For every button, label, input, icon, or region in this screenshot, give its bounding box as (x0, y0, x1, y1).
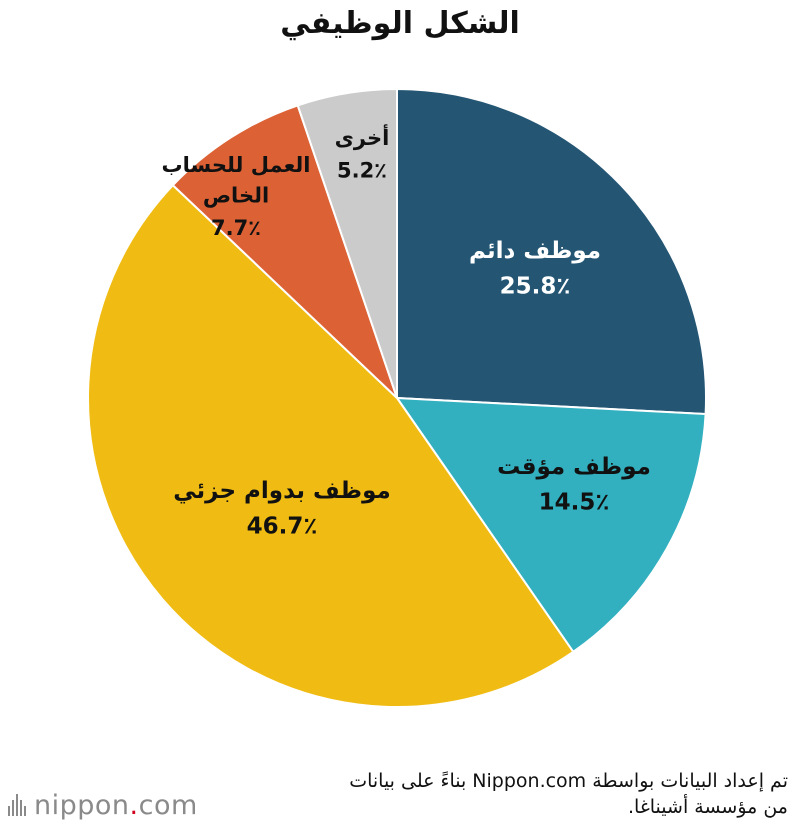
pie-chart: موظف دائم 25.8٪ موظف مؤقت 14.5٪ موظف بدوام ج… (86, 87, 707, 708)
pie-slice (296, 87, 398, 399)
pie-slice (396, 87, 707, 416)
slice-value: 7.7٪ (211, 216, 261, 240)
slice-value: 14.5٪ (539, 489, 610, 515)
logo-dot: . (129, 789, 139, 821)
slice-value: 5.2٪ (337, 158, 387, 182)
slice-value: 25.8٪ (500, 273, 571, 299)
slice-label: موظف دائم 25.8٪ (469, 238, 601, 299)
source-line-2: من مؤسسة أشيناغا. (628, 796, 788, 818)
source-line-1: تم إعداد البيانات بواسطة Nippon.com بناء… (349, 770, 788, 792)
slice-label-text: العمل للحساب (161, 153, 310, 177)
slice-label-text: موظف دائم (469, 238, 601, 264)
logo-suffix: com (138, 789, 198, 821)
slice-label-text: موظف بدوام جزئي (173, 478, 390, 504)
logo-name: nippon (34, 789, 130, 821)
slice-label-text: الخاص (203, 183, 269, 207)
logo-bars-icon (8, 794, 26, 816)
slice-label: العمل للحساب الخاص 7.7٪ (161, 153, 310, 240)
pie-labels: موظف دائم 25.8٪ موظف مؤقت 14.5٪ موظف بدوام ج… (161, 123, 650, 539)
slice-label-text: موظف مؤقت (497, 454, 651, 480)
slice-label: أخرى 5.2٪ (335, 123, 390, 182)
pie-slice (86, 183, 575, 708)
chart-title: الشكل الوظيفي (280, 6, 520, 41)
pie-slice (171, 104, 398, 399)
slice-label: موظف مؤقت 14.5٪ (497, 454, 651, 515)
slice-value: 46.7٪ (247, 513, 318, 539)
pie-slices (86, 87, 707, 708)
source-note: تم إعداد البيانات بواسطة Nippon.com بناء… (228, 768, 788, 820)
slice-label: موظف بدوام جزئي 46.7٪ (173, 478, 390, 539)
pie-slice (395, 396, 707, 654)
nippon-logo: nippon. com (8, 788, 198, 822)
slice-label-text: أخرى (335, 123, 390, 150)
